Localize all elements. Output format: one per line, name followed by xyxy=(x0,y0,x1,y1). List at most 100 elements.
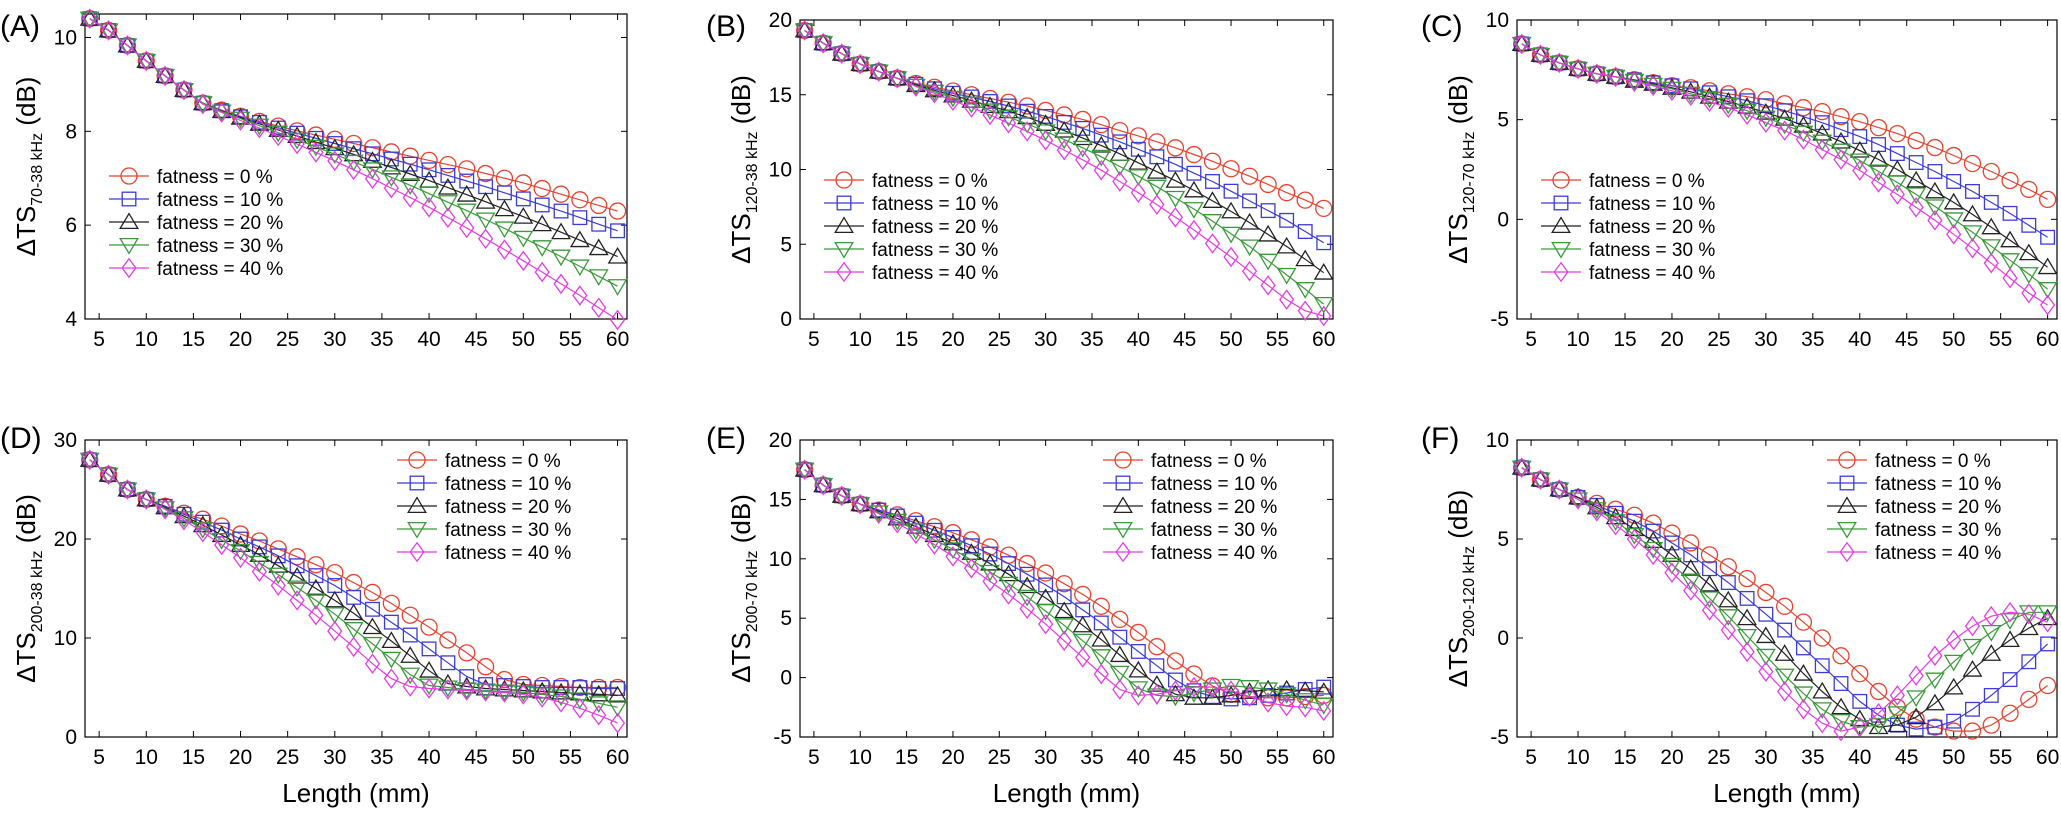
data-point xyxy=(1608,66,1624,88)
data-point xyxy=(1795,640,1811,656)
data-point xyxy=(119,479,136,500)
data-point xyxy=(1851,664,1869,683)
legend-entry: fatness = 30 % xyxy=(109,236,283,257)
data-point xyxy=(289,558,305,574)
y-axis-label-main: ΔTS xyxy=(1443,213,1473,264)
legend-entry: fatness = 40 % xyxy=(109,257,283,280)
data-point xyxy=(456,184,477,202)
data-point xyxy=(421,197,437,218)
x-tick-label: 30 xyxy=(323,328,346,351)
x-tick-label: 60 xyxy=(1312,328,1335,351)
data-point xyxy=(571,191,589,209)
data-point xyxy=(439,631,457,649)
x-tick-label: 45 xyxy=(1173,746,1196,769)
data-point xyxy=(1278,184,1296,202)
data-point xyxy=(1943,212,1964,230)
x-tick-label: 25 xyxy=(988,746,1011,769)
legend-label: fatness = 0 % xyxy=(872,171,988,192)
x-tick-label: 40 xyxy=(1848,328,1871,351)
x-tick-label: 55 xyxy=(559,746,582,769)
data-point xyxy=(1683,580,1699,601)
data-point xyxy=(831,43,852,61)
panel-label: (B) xyxy=(706,10,746,43)
data-point xyxy=(831,488,852,506)
data-point xyxy=(1223,183,1239,199)
data-point xyxy=(211,104,232,122)
data-point xyxy=(1833,122,1849,138)
data-point xyxy=(2040,611,2056,633)
x-tick-label: 60 xyxy=(1312,746,1335,769)
data-point xyxy=(346,636,362,658)
legend-marker xyxy=(1114,451,1132,469)
data-point xyxy=(1906,690,1927,708)
data-point xyxy=(1276,267,1297,285)
legend-label: fatness = 40 % xyxy=(872,263,998,284)
data-point xyxy=(346,159,362,181)
data-point xyxy=(1316,235,1332,251)
data-point xyxy=(79,450,100,467)
data-point xyxy=(1832,647,1850,665)
data-point xyxy=(400,667,421,685)
data-point xyxy=(534,261,550,283)
legend-entry: fatness = 30 % xyxy=(397,520,571,541)
data-point xyxy=(551,222,571,240)
data-point xyxy=(421,162,437,178)
x-tick-label: 40 xyxy=(417,746,440,769)
x-tick-label: 35 xyxy=(370,746,393,769)
data-point xyxy=(1946,223,1962,245)
data-point xyxy=(476,164,495,183)
data-point xyxy=(1849,140,1870,158)
y-axis-label-unit: (dB) xyxy=(726,75,756,131)
data-point xyxy=(1054,618,1075,635)
legend-entry: fatness = 20 % xyxy=(397,496,571,518)
data-point xyxy=(1664,562,1680,583)
data-point xyxy=(2002,267,2018,289)
data-point xyxy=(1296,191,1314,209)
x-tick-label: 5 xyxy=(1525,746,1537,769)
data-point xyxy=(1056,114,1072,130)
data-point xyxy=(1795,698,1812,720)
x-tick-label: 5 xyxy=(808,746,820,769)
data-point xyxy=(834,43,850,64)
data-point xyxy=(2038,676,2057,695)
data-point xyxy=(440,655,456,671)
data-point xyxy=(343,603,364,621)
x-tick-label: 45 xyxy=(465,328,488,351)
data-point xyxy=(2018,243,2039,261)
legend-marker xyxy=(119,212,139,230)
data-point xyxy=(1868,718,1889,735)
data-point xyxy=(421,678,437,699)
data-point xyxy=(1868,164,1889,182)
data-point xyxy=(381,157,402,175)
data-point xyxy=(2020,690,2038,709)
data-point xyxy=(1983,194,1999,210)
data-point xyxy=(307,556,325,574)
data-point xyxy=(1130,182,1146,203)
data-point xyxy=(1793,663,1814,681)
data-point xyxy=(2040,294,2056,316)
data-point xyxy=(1814,139,1830,160)
data-point xyxy=(831,486,852,503)
data-point xyxy=(1313,697,1334,715)
data-point xyxy=(1777,120,1793,141)
legend-marker xyxy=(834,216,854,234)
data-point xyxy=(609,309,626,331)
x-tick-label: 35 xyxy=(1801,746,1824,769)
data-point xyxy=(813,33,834,51)
data-point xyxy=(402,187,418,208)
data-point xyxy=(1982,716,2000,734)
y-tick-label: 20 xyxy=(54,528,77,551)
y-axis-label-unit: (dB) xyxy=(11,77,41,133)
data-point xyxy=(362,162,383,179)
legend-entry: fatness = 0 % xyxy=(1827,451,1991,472)
y-axis-label: ΔTS70-38 kHz (dB) xyxy=(11,77,46,257)
data-point xyxy=(1774,117,1795,135)
legend-marker xyxy=(409,541,425,563)
data-point xyxy=(496,682,513,703)
data-point xyxy=(214,534,230,556)
data-point xyxy=(1258,253,1279,271)
legend-label: fatness = 20 % xyxy=(872,217,998,238)
y-tick-label: 20 xyxy=(769,429,792,452)
data-point xyxy=(230,543,251,561)
